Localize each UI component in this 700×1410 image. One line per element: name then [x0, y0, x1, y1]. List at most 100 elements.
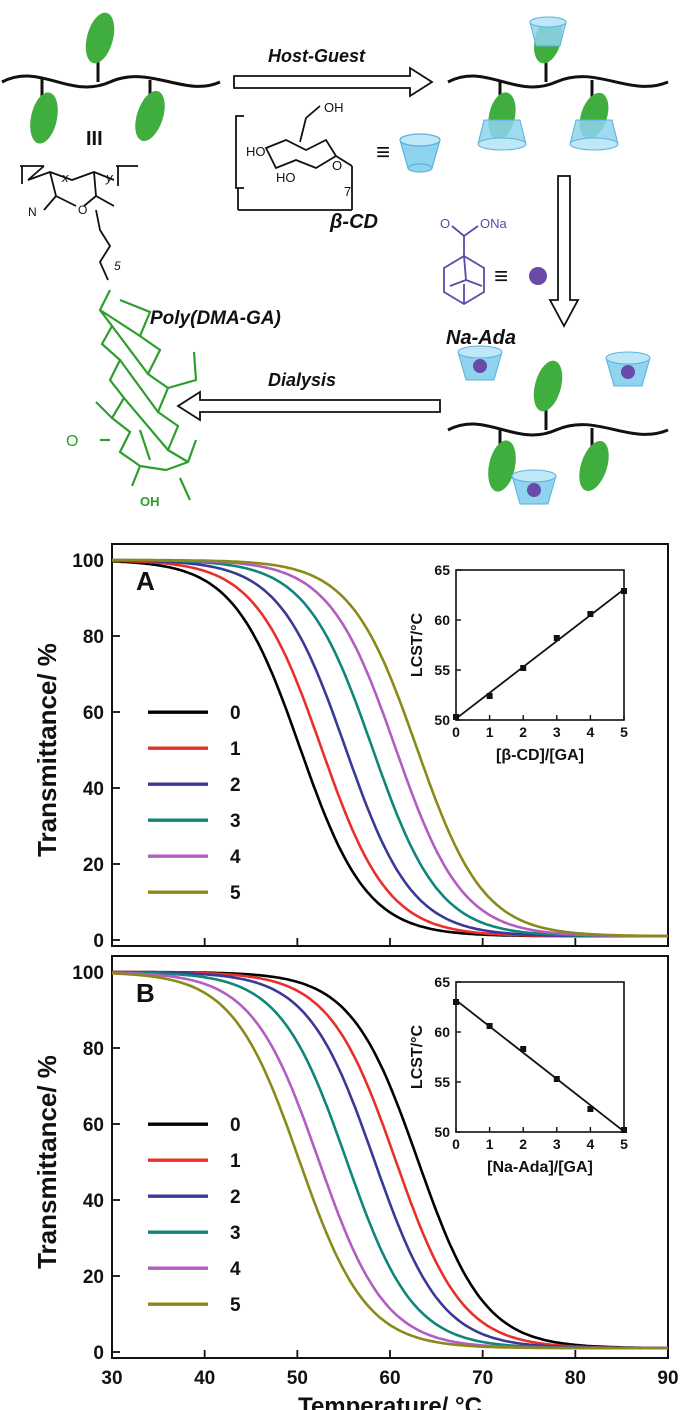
inset-y-tick-label: 65	[434, 562, 450, 578]
x-axis-label: Temperature/ °C	[298, 1393, 482, 1410]
y-tick-label: 100	[72, 963, 104, 984]
poly-n-label: N	[28, 205, 37, 219]
inset-x-tick-label: 0	[452, 1136, 460, 1152]
y-tick-label: 0	[93, 1343, 104, 1364]
inset-frame	[455, 569, 625, 721]
ada-o-label: O	[440, 216, 450, 231]
ga-o-label: O	[66, 433, 78, 450]
arrow-down	[548, 175, 580, 328]
beta-cd-structure	[235, 105, 353, 211]
polymer-label: Poly(DMA-GA)	[150, 308, 281, 329]
inset-point-1	[486, 1023, 493, 1029]
y-tick-label: 40	[83, 779, 104, 800]
inset-point-0	[453, 714, 459, 720]
panel-label: B	[136, 978, 155, 1008]
poly-sub-5: 5	[114, 259, 121, 273]
inset-x-label: [Na-Ada]/[GA]	[487, 1159, 593, 1176]
legend-label-2: 2	[230, 1187, 241, 1208]
y-tick-label: 100	[72, 551, 104, 572]
legend-label-2: 2	[230, 775, 241, 796]
inset-x-tick-label: 1	[486, 1136, 494, 1152]
series-group	[112, 558, 668, 938]
polymer-cd-topright	[447, 16, 669, 151]
inset-x-tick-label: 2	[519, 1136, 527, 1152]
legend-label-3: 3	[230, 811, 241, 832]
reaction-scheme: III x y N O 5 O OH Poly(DMA-GA) Host-Gue…	[1, 12, 669, 509]
inset-x-tick-label: 4	[587, 1136, 595, 1152]
inset-x-label: [β-CD]/[GA]	[496, 747, 584, 764]
x-tick-label: 80	[565, 1368, 586, 1389]
inset-point-5	[621, 588, 627, 594]
legend-label-1: 1	[230, 739, 241, 760]
legend-label-4: 4	[230, 847, 241, 868]
y-tick-label: 0	[93, 931, 104, 952]
inset-y-tick-label: 55	[434, 662, 450, 678]
y-tick-label: 60	[83, 703, 104, 724]
arrow-top-label: Host-Guest	[268, 46, 366, 66]
polymer-structure	[20, 165, 138, 281]
legend-label-4: 4	[230, 1259, 241, 1280]
beta-cd-label: β-CD	[329, 211, 378, 233]
inset-x-tick-label: 3	[553, 1136, 561, 1152]
y-axis-label: Transmittance/ %	[32, 1055, 62, 1269]
equal-symbol: III	[86, 128, 103, 150]
legend-label-0: 0	[230, 703, 241, 724]
inset-y-label: LCST/°C	[409, 1024, 426, 1089]
x-tick-label: 40	[194, 1368, 215, 1389]
series-line-5	[112, 972, 668, 1350]
inset-point-3	[553, 635, 560, 641]
cd-oh-label: OH	[324, 100, 344, 115]
poly-sub-y: y	[105, 170, 114, 185]
y-tick-label: 20	[83, 855, 104, 876]
inset-x-tick-label: 5	[620, 1136, 628, 1152]
inset-point-2	[520, 665, 527, 671]
y-tick-label: 80	[83, 627, 104, 648]
cd-cup-icon	[399, 133, 441, 173]
ga-skeleton	[95, 289, 198, 501]
inset-x-tick-label: 0	[452, 724, 460, 740]
x-tick-label: 50	[287, 1368, 308, 1389]
poly-o-label: O	[78, 203, 87, 217]
inset-y-tick-label: 60	[434, 1024, 450, 1040]
inset-point-4	[587, 611, 594, 617]
inset-x-tick-label: 3	[553, 724, 561, 740]
x-tick-label: 30	[101, 1368, 122, 1389]
inset-x-tick-label: 2	[519, 724, 527, 740]
legend-label-3: 3	[230, 1223, 241, 1244]
inset-chart: 50 55 60 65 0 1 2 3 4 5 [β-CD]/[GA] LCST/°C	[409, 562, 628, 764]
x-tick-label: 60	[379, 1368, 400, 1389]
inset-x-tick-label: 4	[587, 724, 595, 740]
legend-label-1: 1	[230, 1151, 241, 1172]
ada-ona-label: ONa	[480, 216, 508, 231]
y-tick-label: 60	[83, 1115, 104, 1136]
inset-y-label: LCST/°C	[409, 612, 426, 677]
inset-y-tick-label: 65	[434, 974, 450, 990]
panel-label: A	[136, 566, 155, 596]
inset-point-3	[553, 1076, 560, 1082]
inset-chart: 50 55 60 65 0 1 2 3 4 5 [Na-Ada]/[GA] LCST/°C	[409, 974, 628, 1176]
arrow-dialysis	[176, 390, 441, 422]
y-axis-label: Transmittance/ %	[32, 643, 62, 857]
y-tick-label: 20	[83, 1267, 104, 1288]
ga-oh-label: OH	[140, 494, 160, 509]
inset-fit-line	[455, 999, 625, 1133]
ada-equiv-symbol: ≡	[494, 263, 508, 290]
cd-equiv-symbol: ≡	[376, 139, 390, 166]
legend-label-0: 0	[230, 1115, 241, 1136]
arrow-host-guest	[233, 66, 434, 98]
cd-ho-label-1: HO	[246, 144, 266, 159]
na-ada-structure	[443, 225, 485, 306]
inset-fit-line	[455, 588, 625, 720]
arrow-bottom-label: Dialysis	[268, 370, 336, 390]
series-line-5	[112, 558, 668, 938]
cd-o-label: O	[332, 158, 342, 173]
ada-ball-icon	[529, 267, 547, 285]
series-group	[112, 970, 668, 1350]
legend-label-5: 5	[230, 883, 241, 904]
inset-y-tick-label: 50	[434, 1124, 450, 1140]
y-tick-label: 40	[83, 1191, 104, 1212]
inset-y-tick-label: 55	[434, 1074, 450, 1090]
